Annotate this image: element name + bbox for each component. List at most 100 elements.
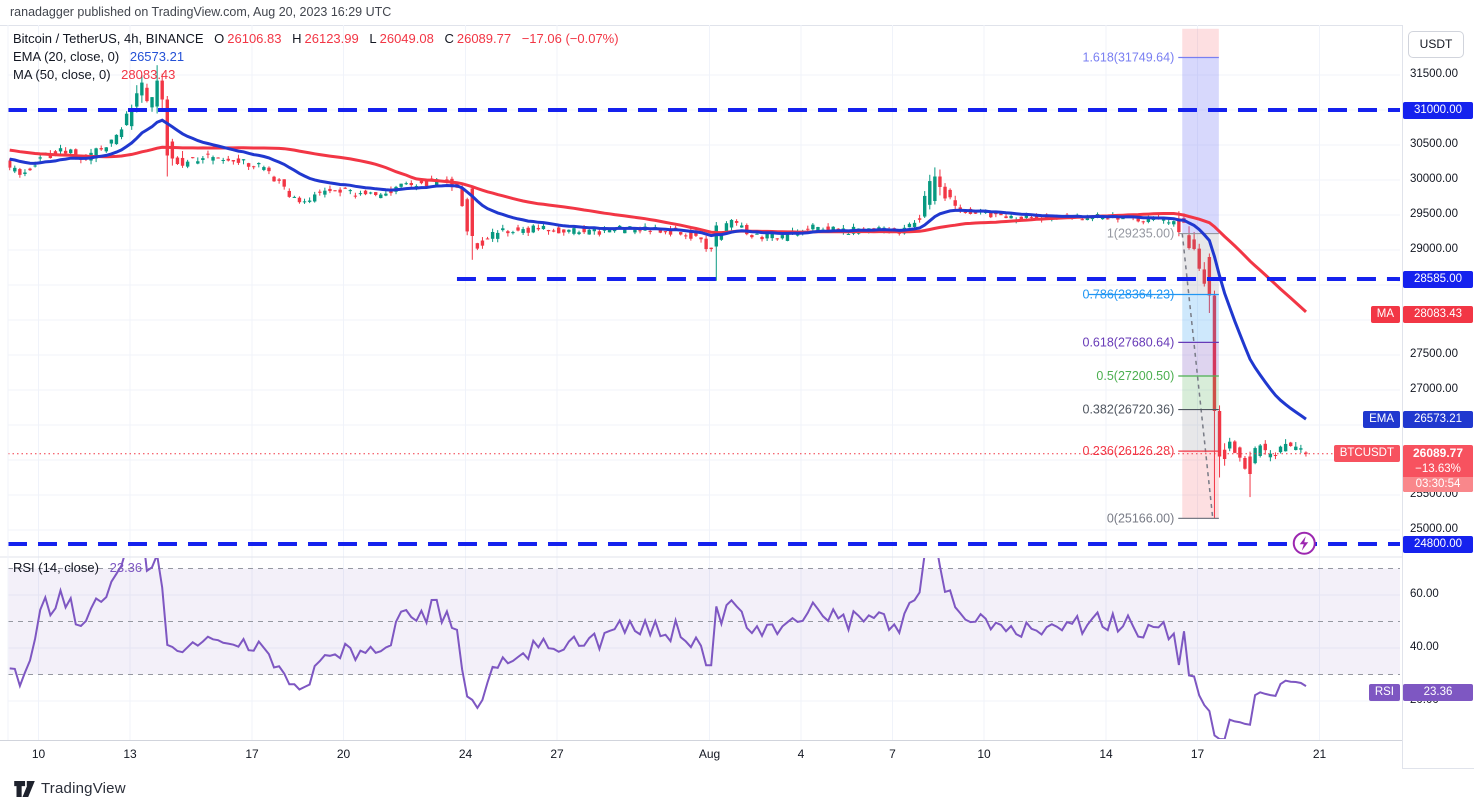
candle-body [419,180,424,184]
candle-body [374,192,378,195]
fib-level-label: 0.618(27680.64) [1083,335,1175,349]
candle-body [307,200,312,202]
candle-body [160,80,164,100]
rsi-line [9,558,1307,739]
price-tick-label: 29000.00 [1410,243,1458,255]
candle-body [811,224,815,230]
candle-body [1268,453,1273,458]
fib-level-label: 0.786(28364.23) [1083,288,1175,302]
ohlc-o-label: O [214,31,225,46]
ema-legend: EMA (20, close, 0) 26573.21 [13,49,184,64]
candle-body [1024,215,1029,218]
candle-body [313,194,317,202]
candle-body [760,236,764,240]
candle-body [516,227,520,231]
symbol-title: Bitcoin / TetherUS, 4h, BINANCE [13,31,204,46]
candle-body [145,87,149,102]
ema-value: 26573.21 [129,49,185,64]
candle-body [831,226,835,232]
price-tick-label: 27500.00 [1410,348,1458,360]
candle-body [963,212,968,214]
candle-body [638,230,642,232]
candle-body [633,229,637,233]
candle-body [1004,216,1008,219]
candle-body [252,166,256,168]
currency-toggle-button[interactable]: USDT [1408,31,1464,58]
time-axis-label: 27 [550,747,564,761]
ohlc-l-value: 26049.08 [379,31,434,46]
candle-body [1294,446,1298,451]
candle-body [23,172,27,175]
candle-body [694,231,698,236]
candle-body [231,160,236,162]
time-axis[interactable]: 10 13 17 20 24 27 Aug 4 7 10 14 17 21 [0,741,1402,769]
candle-body [13,167,17,172]
ema-label: EMA (20, close, 0) [13,49,120,64]
candle-body [1228,441,1232,449]
candle-body [363,190,368,195]
candle-body [384,193,388,196]
candle-body [623,229,627,234]
candle-body [201,158,205,160]
candle-body [287,190,291,197]
candle-body [1177,218,1181,233]
candle-body [1095,214,1100,216]
candle-body [1273,454,1278,456]
candle-body [745,225,749,235]
candle-body [58,148,63,152]
candle-body [907,223,912,228]
tradingview-logo-icon [14,780,35,797]
candle-body [8,160,12,168]
candle-body [521,229,525,233]
candle-body [1278,446,1283,453]
candle-body [1192,239,1196,249]
current-price-change_text: −13.63% [1415,462,1461,475]
price-axis[interactable]: 31500.00 30500.00 30000.00 29500.00 29000.00… [1402,25,1474,768]
candle-body [282,179,286,187]
time-axis-label: 21 [1312,747,1327,761]
candle-body [460,188,464,207]
frame-top-border [0,25,1474,26]
price-axis-badge: 24800.00 [1403,535,1473,553]
candle-body [1172,221,1176,225]
rsi-value: 23.36 [109,560,143,575]
candle-body [602,229,607,231]
candle-body [765,233,769,239]
candle-body [1299,448,1303,450]
candle-body [1202,269,1206,284]
candle-body [277,179,281,181]
candle-body [1283,443,1288,452]
flash-marker-icon[interactable] [1292,531,1316,555]
flash-marker-bolt [1299,536,1309,551]
candle-body [323,190,327,195]
time-axis-label: 24 [458,747,473,761]
chart-canvas[interactable]: 1.618(31749.64) 1(29235.00) 0.786(28364.23… [0,25,1402,741]
ohlc-c-label: C [444,31,454,46]
axis-tag-btcusdt: BTCUSDT [1333,445,1400,463]
candle-body [567,229,571,232]
candle-body [475,243,480,249]
candle-body [114,134,119,145]
axis-tag-ma: MA [1370,305,1400,323]
candle-body [69,149,73,154]
candle-body [836,228,840,230]
candle-body [1019,216,1023,221]
candle-body [923,195,927,217]
rsi-tick-label: 60.00 [1410,588,1439,600]
candle-body [135,93,139,107]
ohlc-l-label: L [369,31,377,46]
candle-body [562,229,566,233]
candle-body [1212,295,1217,411]
candle-body [1080,219,1084,221]
time-axis-label: 10 [977,747,991,761]
candle-body [262,167,266,170]
candle-body [719,234,724,240]
candle-body [729,219,734,228]
candle-body [216,157,220,159]
candle-body [958,207,962,210]
candle-body [531,225,535,233]
candle-body [679,232,683,235]
candle-body [272,176,276,182]
tradingview-logo[interactable]: TradingView [14,780,126,797]
candle-body [668,228,673,235]
